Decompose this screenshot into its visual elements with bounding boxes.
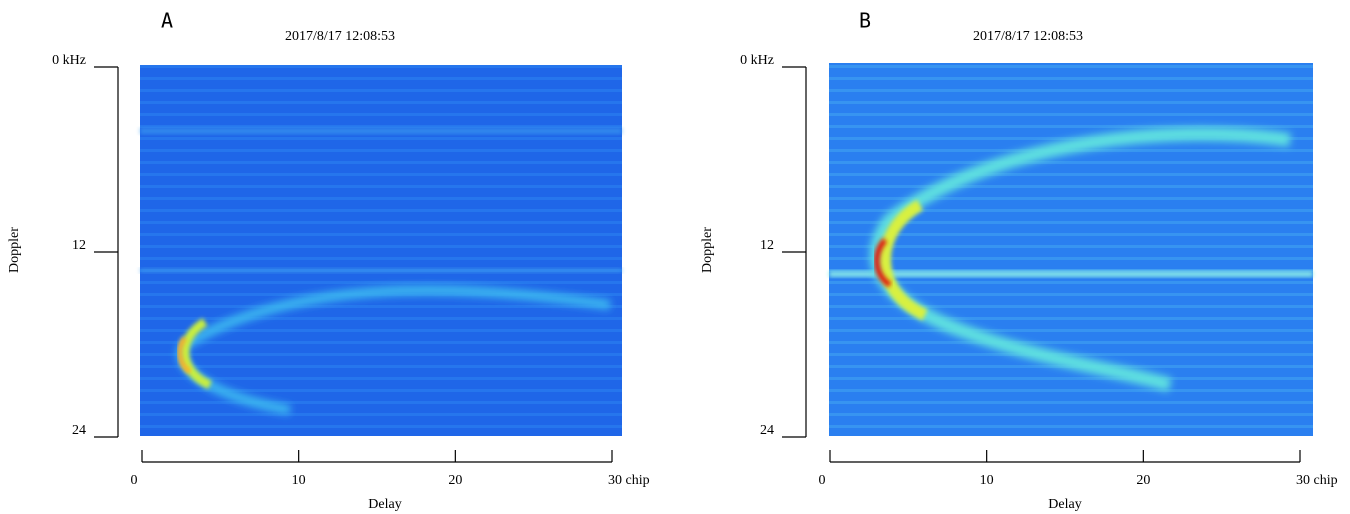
x-tick-label: 20	[448, 473, 462, 488]
y-tick-label: 12	[72, 238, 86, 253]
heatmap-b	[829, 63, 1313, 436]
panel-label: A	[161, 9, 173, 33]
x-axis-label: Delay	[1048, 497, 1081, 512]
x-axis-label: Delay	[368, 497, 401, 512]
x-tick-label: 10	[980, 473, 994, 488]
panel-label: B	[859, 9, 871, 33]
y-tick-label: 0 kHz	[52, 53, 86, 68]
x-tick-label: 0	[819, 473, 826, 488]
x-tick-label: 0	[131, 473, 138, 488]
y-tick-label: 0 kHz	[740, 53, 774, 68]
chart-title: 2017/8/17 12:08:53	[285, 29, 395, 44]
x-tick-label: 20	[1136, 473, 1150, 488]
y-tick-label: 24	[760, 423, 774, 438]
y-axis-label: Doppler	[7, 227, 22, 273]
x-tick-label: 30 chip	[1296, 473, 1338, 488]
y-tick-label: 12	[760, 238, 774, 253]
y-tick-label: 24	[72, 423, 86, 438]
heatmap-a	[140, 65, 622, 436]
y-axis-label: Doppler	[700, 227, 715, 273]
chart-title: 2017/8/17 12:08:53	[973, 29, 1083, 44]
x-tick-label: 30 chip	[608, 473, 650, 488]
x-tick-label: 10	[292, 473, 306, 488]
